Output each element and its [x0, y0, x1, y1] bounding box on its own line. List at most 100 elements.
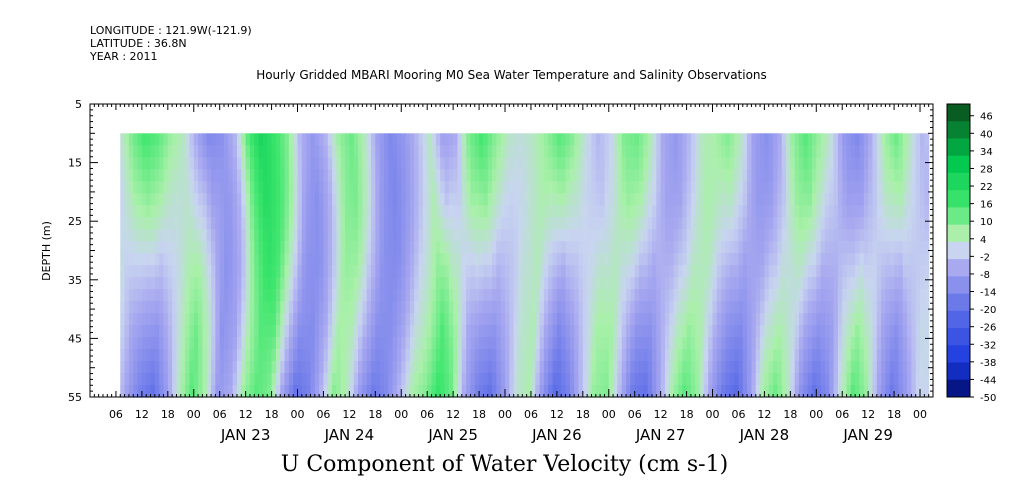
heatmap-cell: [816, 253, 822, 266]
x-hour-label: 12: [654, 408, 668, 421]
heatmap-cell: [742, 361, 748, 374]
heatmap-cell: [820, 145, 826, 158]
heatmap-cell: [241, 325, 247, 338]
heatmap-cell: [241, 181, 247, 194]
heatmap-cell: [176, 145, 182, 158]
heatmap-cell: [522, 289, 528, 302]
heatmap-cell: [379, 205, 385, 218]
heatmap-cell: [773, 181, 778, 194]
heatmap-cell: [466, 193, 472, 206]
heatmap-cell: [868, 373, 874, 386]
heatmap-cell: [604, 313, 610, 326]
heatmap-cell: [574, 337, 580, 350]
heatmap-cell: [829, 277, 835, 290]
heatmap-cell: [154, 313, 160, 326]
heatmap-cell: [881, 145, 887, 158]
heatmap-cell: [435, 301, 441, 314]
heatmap-cell: [327, 205, 333, 218]
heatmap-cell: [479, 325, 484, 338]
x-hour-label: 12: [239, 408, 253, 421]
heatmap-cell: [686, 253, 692, 266]
heatmap-cell: [747, 361, 753, 374]
heatmap-cell: [323, 217, 329, 230]
heatmap-cell: [898, 301, 904, 314]
heatmap-cell: [202, 229, 208, 242]
heatmap-cell: [448, 169, 454, 182]
heatmap-cell: [418, 325, 424, 338]
heatmap-cell: [811, 241, 817, 254]
heatmap-cell: [617, 277, 623, 290]
heatmap-cell: [435, 205, 441, 218]
heatmap-cell: [401, 301, 407, 314]
heatmap-cell: [764, 373, 770, 386]
heatmap-cell: [747, 277, 753, 290]
heatmap-cell: [669, 229, 675, 242]
heatmap-cell: [626, 373, 631, 386]
heatmap-cell: [120, 373, 126, 386]
heatmap-cell: [569, 373, 575, 386]
heatmap-cell: [500, 313, 506, 326]
heatmap-cell: [366, 301, 372, 314]
heatmap-cell: [820, 373, 826, 386]
heatmap-cell: [349, 265, 355, 278]
heatmap-cell: [561, 241, 567, 254]
heatmap-cell: [349, 241, 355, 254]
heatmap-cell: [427, 373, 433, 386]
heatmap-cell: [920, 193, 925, 206]
heatmap-cell: [734, 337, 740, 350]
heatmap-cell: [262, 325, 268, 338]
heatmap-cell: [837, 169, 843, 182]
heatmap-cell: [876, 241, 882, 254]
heatmap-cell: [366, 385, 372, 398]
heatmap-cell: [626, 265, 631, 278]
heatmap-cell: [829, 157, 835, 170]
heatmap-cell: [846, 157, 852, 170]
heatmap-cell: [340, 361, 346, 374]
heatmap-cell: [574, 181, 580, 194]
heatmap-cell: [626, 253, 631, 266]
heatmap-cell: [133, 289, 139, 302]
heatmap-cell: [621, 289, 627, 302]
heatmap-cell: [146, 229, 152, 242]
x-hour-label: 12: [861, 408, 875, 421]
heatmap-cell: [215, 349, 221, 362]
heatmap-cell: [673, 169, 679, 182]
heatmap-cell: [798, 289, 804, 302]
heatmap-cell: [760, 241, 765, 254]
heatmap-cell: [876, 313, 882, 326]
heatmap-cell: [487, 385, 493, 398]
heatmap-cell: [262, 169, 268, 182]
heatmap-cell: [768, 217, 774, 230]
heatmap-cell: [881, 289, 887, 302]
heatmap-cell: [846, 253, 852, 266]
heatmap-cell: [358, 301, 363, 314]
heatmap-cell: [396, 193, 402, 206]
heatmap-cell: [885, 289, 891, 302]
heatmap-cell: [163, 349, 169, 362]
heatmap-cell: [267, 133, 273, 146]
heatmap-cell: [487, 229, 493, 242]
heatmap-cell: [721, 241, 727, 254]
heatmap-cell: [150, 241, 156, 254]
heatmap-cell: [453, 325, 459, 338]
heatmap-cell: [664, 313, 670, 326]
heatmap-cell: [833, 313, 839, 326]
heatmap-cell: [677, 181, 683, 194]
heatmap-cell: [660, 229, 666, 242]
heatmap-cell: [608, 277, 614, 290]
heatmap-cell: [539, 349, 545, 362]
heatmap-cell: [915, 385, 921, 398]
heatmap-cell: [747, 265, 753, 278]
heatmap-cell: [543, 157, 549, 170]
heatmap-cell: [275, 193, 281, 206]
heatmap-cell: [280, 373, 286, 386]
heatmap-cell: [617, 133, 623, 146]
heatmap-cell: [405, 145, 411, 158]
heatmap-cell: [850, 145, 856, 158]
heatmap-cell: [336, 133, 342, 146]
heatmap-cell: [167, 193, 173, 206]
heatmap-cell: [505, 301, 510, 314]
heatmap-cell: [236, 289, 242, 302]
heatmap-cell: [496, 301, 502, 314]
heatmap-cell: [141, 145, 147, 158]
